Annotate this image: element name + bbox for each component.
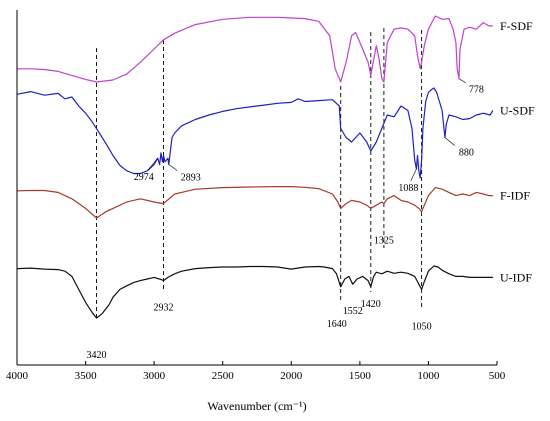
peak-label-2932: 2932 [154, 303, 174, 314]
peak-label-1050: 1050 [412, 321, 432, 332]
series-labels: F-SDF U-SDF F-IDF U-IDF [500, 19, 535, 284]
peak-leader-778 [458, 78, 467, 83]
peak-leader-1088 [410, 168, 417, 182]
peak-label-778: 778 [469, 85, 484, 96]
series-line-u-idf [16, 265, 493, 319]
x-tick-label: 500 [489, 370, 506, 382]
peak-leader-880 [444, 137, 455, 146]
x-ticks: 4000 3500 3000 2500 2000 1500 1000 500 [6, 361, 506, 382]
peak-leader-2893 [168, 164, 178, 171]
x-tick-label: 4000 [6, 370, 29, 382]
peak-label-1640: 1640 [327, 319, 347, 330]
x-axis-title: Wavenumber (cm⁻¹) [207, 399, 306, 413]
x-tick-label: 2500 [212, 370, 235, 382]
x-tick-label: 1000 [417, 370, 440, 382]
peak-label-1420: 1420 [361, 299, 381, 310]
series-label-f-idf: F-IDF [500, 189, 530, 203]
peak-label-880: 880 [459, 148, 474, 159]
series-line-f-idf [16, 186, 493, 219]
x-tick-label: 2000 [280, 370, 303, 382]
axes [16, 10, 497, 366]
series-label-u-sdf: U-SDF [500, 104, 535, 118]
x-tick-label: 3000 [143, 370, 166, 382]
peak-label-1088: 1088 [398, 183, 418, 194]
series-label-u-idf: U-IDF [500, 270, 532, 284]
series-label-f-sdf: F-SDF [500, 19, 533, 33]
x-tick-label: 1500 [349, 370, 372, 382]
peak-label-2974: 2974 [134, 172, 154, 183]
series-line-f-sdf [17, 15, 493, 83]
peak-label-2893: 2893 [181, 173, 201, 184]
peak-label-3420: 3420 [87, 350, 107, 361]
spectra-curves [16, 15, 494, 319]
peak-leader-2974 [147, 158, 158, 171]
x-tick-label: 3500 [75, 370, 98, 382]
peak-label-1552: 1552 [343, 306, 363, 317]
series-line-u-sdf [16, 87, 494, 179]
peak-label-1325: 1325 [374, 236, 394, 247]
